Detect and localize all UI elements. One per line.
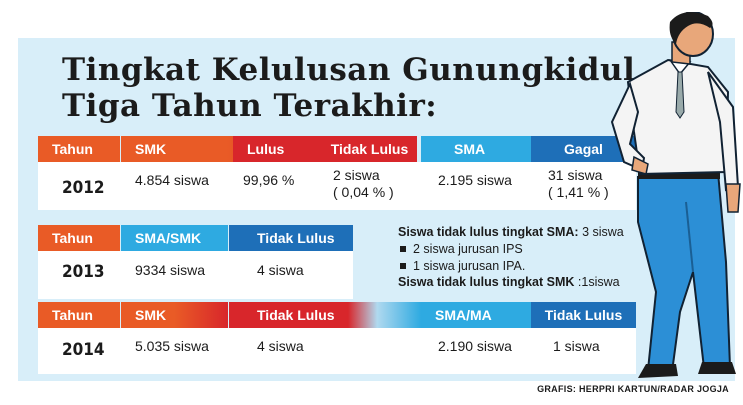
year-2012: 2012 [62,178,105,198]
header-tidak-lulus-sma: Tidak Lulus [531,302,636,328]
cell-smk-2012: 4.854 siswa [135,172,209,188]
note-smk: Siswa tidak lulus tingkat SMK :1siswa [398,275,620,289]
note-bullet-ips: 2 siswa jurusan IPS [398,241,523,258]
cell-sma-2012: 2.195 siswa [438,172,512,188]
header-spacer [348,302,421,328]
student-illustration [610,12,741,378]
header-sma-ma: SMA/MA [421,302,531,328]
header-tidak-lulus: Tidak Lulus [229,225,353,251]
cell-sma-ma-2014: 2.190 siswa [438,338,512,354]
cell-tidak-lulus-2012-a: 2 siswa [333,167,380,183]
year-2013: 2013 [62,262,105,282]
cell-tidak-lulus-sma-2014: 1 siswa [553,338,600,354]
header-tidak-lulus: Tidak Lulus [229,302,348,328]
header-tahun: Tahun [38,136,120,162]
note-sma: Siswa tidak lulus tingkat SMA: 3 siswa [398,225,624,239]
header-smk: SMK [121,302,228,328]
page-title-line2: Tiga Tahun Terakhir: [62,88,438,124]
header-lulus: Lulus [233,136,333,162]
page-title-line1: Tingkat Kelulusan Gunungkidul [62,52,636,88]
table-row-2014 [38,328,636,374]
note-bullet-ipa: 1 siswa jurusan IPA. [398,258,525,275]
year-2014: 2014 [62,340,105,360]
bullet-icon [400,263,406,270]
table-row-2013 [38,251,353,299]
cell-smk-2014: 5.035 siswa [135,338,209,354]
header-sma: SMA [421,136,531,162]
header-tahun: Tahun [38,225,120,251]
header-tidak-lulus: Tidak Lulus [322,136,417,162]
cell-lulus-2012: 99,96 % [243,172,295,188]
cell-sma-smk-2013: 9334 siswa [135,262,206,278]
cell-tidak-lulus-smk-2014: 4 siswa [257,338,304,354]
header-tahun: Tahun [38,302,120,328]
header-sma-smk: SMA/SMK [121,225,228,251]
cell-gagal-2012-a: 31 siswa [548,167,603,183]
credit-text: GRAFIS: HERPRI KARTUN/RADAR JOGJA [537,384,729,394]
cell-gagal-2012-b: ( 1,41 % ) [548,184,609,200]
cell-tidak-lulus-2013: 4 siswa [257,262,304,278]
cell-tidak-lulus-2012-b: ( 0,04 % ) [333,184,394,200]
bullet-icon [400,246,406,253]
table-row-2012 [38,162,636,210]
